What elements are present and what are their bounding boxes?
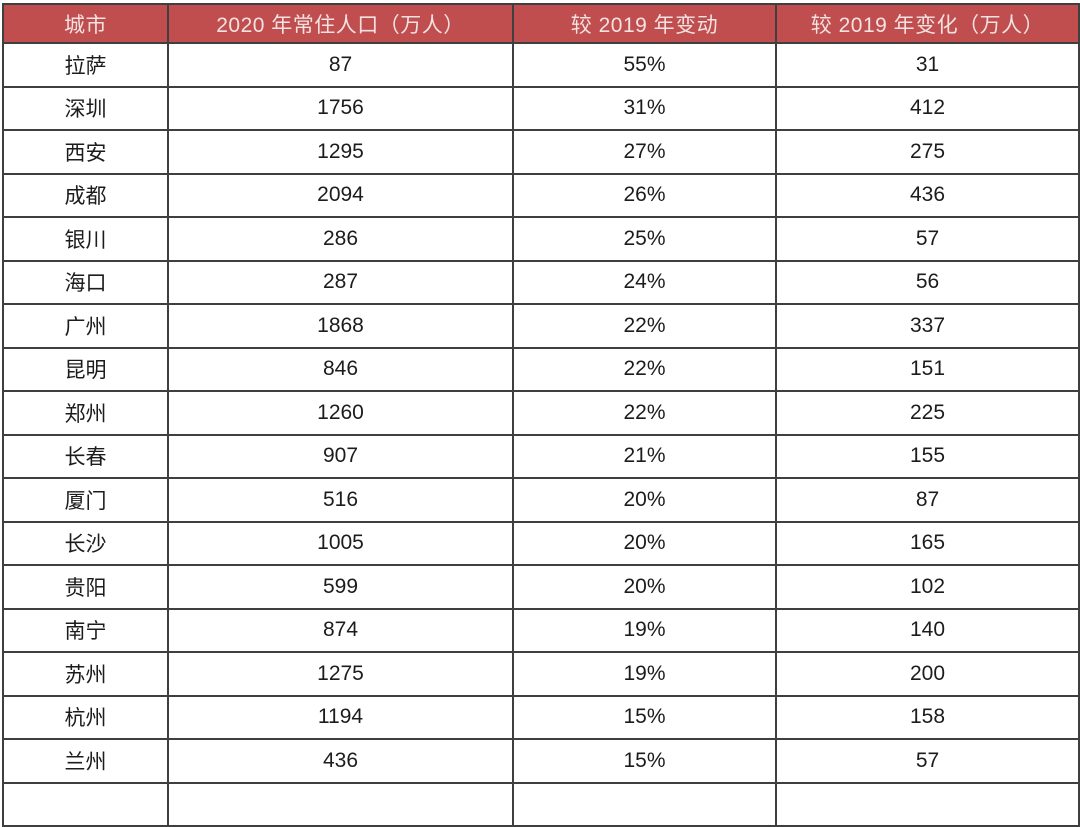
cell-city: 成都 [2,172,169,218]
cell-population_2020_wan: 287 [167,259,514,305]
cell-city: 兰州 [2,738,169,784]
cell-population_2020_wan: 907 [167,433,514,479]
table-row: 昆明 846 22% 151 [2,346,1080,392]
cell-city: 杭州 [2,694,169,740]
cell-population_2020_wan: 1756 [167,85,514,131]
cell-change_vs_2019_wan: 165 [775,520,1080,566]
cell-population_2020_wan: 874 [167,607,514,653]
cell-change_vs_2019_pct: 22% [512,303,777,349]
cell-change_vs_2019_pct: 27% [512,129,777,175]
cell-change_vs_2019_wan: 140 [775,607,1080,653]
cell-change_vs_2019_pct: 24% [512,259,777,305]
cell-population_2020_wan: 1868 [167,303,514,349]
cell-population_2020_wan: 846 [167,346,514,392]
cell-change_vs_2019_wan: 57 [775,738,1080,784]
cell-change_vs_2019_wan: 102 [775,564,1080,610]
cell-change_vs_2019_wan: 151 [775,346,1080,392]
cell-change_vs_2019_wan: 337 [775,303,1080,349]
table-body: 拉萨 87 55% 31 深圳 1756 31% 412 西安 1295 27% 275 成都 2094 2… [2,42,1080,827]
cell-city: 贵阳 [2,564,169,610]
cell-population_2020_wan: 1275 [167,651,514,697]
table-header-row: 城市 2020 年常住人口（万人） 较 2019 年变动 较 2019 年变化（… [2,3,1080,44]
cell-change_vs_2019_wan: 87 [775,477,1080,523]
cell-change_vs_2019_pct: 55% [512,42,777,88]
cell-city: 银川 [2,216,169,262]
column-header-change-percent: 较 2019 年变动 [512,3,777,44]
cell-change_vs_2019_pct: 15% [512,694,777,740]
cell-city: 长春 [2,433,169,479]
table-row: 长沙 1005 20% 165 [2,520,1080,566]
cell-city: 深圳 [2,85,169,131]
table-row: 厦门 516 20% 87 [2,477,1080,523]
cell-city: 西安 [2,129,169,175]
table-row: 拉萨 87 55% 31 [2,42,1080,88]
cell-change_vs_2019_pct: 22% [512,390,777,436]
cell-population_2020_wan: 1260 [167,390,514,436]
cell-empty [167,781,514,827]
city-population-table: 城市 2020 年常住人口（万人） 较 2019 年变动 较 2019 年变化（… [2,3,1080,827]
table-row: 广州 1868 22% 337 [2,303,1080,349]
table-row: 贵阳 599 20% 102 [2,564,1080,610]
cell-city: 海口 [2,259,169,305]
column-header-city: 城市 [2,3,169,44]
table-row: 长春 907 21% 155 [2,433,1080,479]
cell-change_vs_2019_pct: 20% [512,477,777,523]
cell-empty [512,781,777,827]
cell-population_2020_wan: 2094 [167,172,514,218]
cell-change_vs_2019_pct: 20% [512,564,777,610]
table-row: 海口 287 24% 56 [2,259,1080,305]
cell-change_vs_2019_pct: 22% [512,346,777,392]
cell-city: 广州 [2,303,169,349]
cell-change_vs_2019_wan: 225 [775,390,1080,436]
cell-change_vs_2019_pct: 31% [512,85,777,131]
table-row: 郑州 1260 22% 225 [2,390,1080,436]
cell-change_vs_2019_wan: 155 [775,433,1080,479]
table-page: 城市 2020 年常住人口（万人） 较 2019 年变动 较 2019 年变化（… [2,3,1080,827]
table-row: 西安 1295 27% 275 [2,129,1080,175]
cell-population_2020_wan: 1295 [167,129,514,175]
cell-change_vs_2019_wan: 57 [775,216,1080,262]
cell-city: 厦门 [2,477,169,523]
cell-change_vs_2019_pct: 19% [512,607,777,653]
table-row: 成都 2094 26% 436 [2,172,1080,218]
table-row: 南宁 874 19% 140 [2,607,1080,653]
cell-change_vs_2019_pct: 19% [512,651,777,697]
cell-change_vs_2019_wan: 56 [775,259,1080,305]
cell-city: 昆明 [2,346,169,392]
cell-empty [775,781,1080,827]
cell-city: 南宁 [2,607,169,653]
cell-change_vs_2019_wan: 436 [775,172,1080,218]
table-row-partial [2,781,1080,827]
cell-change_vs_2019_pct: 21% [512,433,777,479]
cell-change_vs_2019_wan: 200 [775,651,1080,697]
cell-population_2020_wan: 599 [167,564,514,610]
cell-population_2020_wan: 1194 [167,694,514,740]
cell-change_vs_2019_wan: 275 [775,129,1080,175]
cell-population_2020_wan: 1005 [167,520,514,566]
cell-change_vs_2019_pct: 15% [512,738,777,784]
column-header-change-absolute: 较 2019 年变化（万人） [775,3,1080,44]
cell-change_vs_2019_wan: 158 [775,694,1080,740]
cell-city: 郑州 [2,390,169,436]
cell-empty [2,781,169,827]
cell-population_2020_wan: 516 [167,477,514,523]
cell-change_vs_2019_pct: 20% [512,520,777,566]
cell-population_2020_wan: 87 [167,42,514,88]
cell-change_vs_2019_pct: 26% [512,172,777,218]
table-row: 苏州 1275 19% 200 [2,651,1080,697]
cell-change_vs_2019_pct: 25% [512,216,777,262]
table-row: 杭州 1194 15% 158 [2,694,1080,740]
cell-city: 拉萨 [2,42,169,88]
cell-change_vs_2019_wan: 412 [775,85,1080,131]
table-row: 深圳 1756 31% 412 [2,85,1080,131]
cell-city: 苏州 [2,651,169,697]
column-header-population-2020: 2020 年常住人口（万人） [167,3,514,44]
cell-population_2020_wan: 286 [167,216,514,262]
cell-city: 长沙 [2,520,169,566]
cell-change_vs_2019_wan: 31 [775,42,1080,88]
table-row: 兰州 436 15% 57 [2,738,1080,784]
cell-population_2020_wan: 436 [167,738,514,784]
table-row: 银川 286 25% 57 [2,216,1080,262]
